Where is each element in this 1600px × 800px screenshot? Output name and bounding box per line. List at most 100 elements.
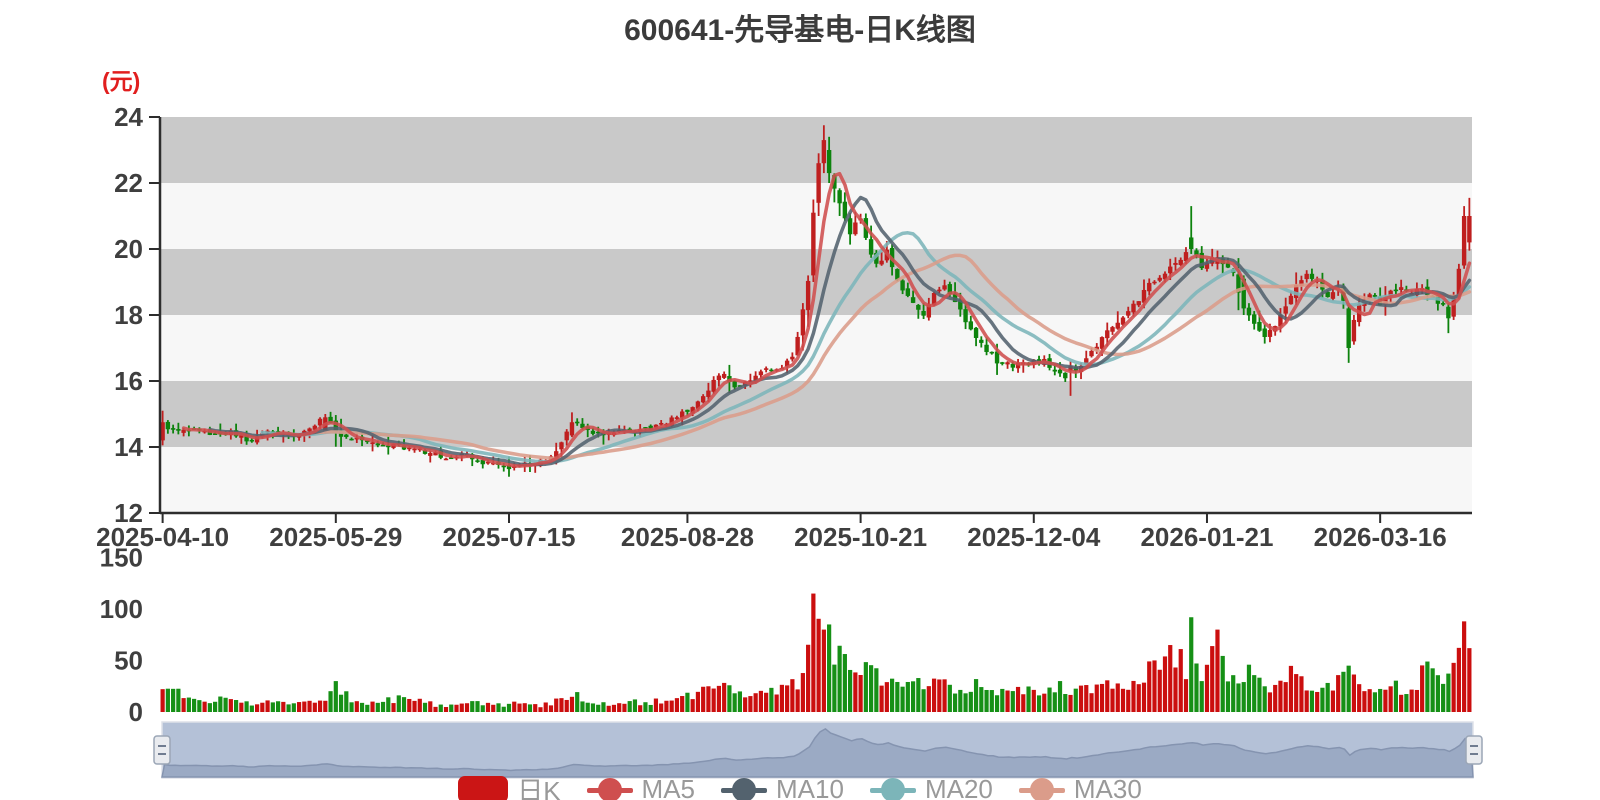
candle-body[interactable] (407, 447, 412, 450)
candle-body[interactable] (475, 460, 480, 462)
volume-bar[interactable] (223, 697, 228, 712)
volume-bar[interactable] (764, 692, 769, 712)
legend-item-kline[interactable]: 日K (458, 771, 561, 800)
volume-bar[interactable] (947, 684, 952, 712)
candle-body[interactable] (375, 443, 380, 446)
candle-body[interactable] (506, 465, 512, 470)
volume-bar[interactable] (1425, 661, 1430, 712)
candle-body[interactable] (433, 452, 438, 456)
volume-bar[interactable] (973, 679, 979, 712)
volume-bar[interactable] (601, 702, 606, 712)
volume-bar[interactable] (475, 701, 480, 712)
volume-bar[interactable] (1346, 665, 1351, 712)
volume-bar[interactable] (832, 664, 837, 712)
candle-body[interactable] (1057, 369, 1063, 374)
candle-body[interactable] (973, 327, 979, 338)
volume-bar[interactable] (779, 684, 784, 712)
candle-body[interactable] (989, 351, 995, 354)
candle-body[interactable] (1299, 280, 1304, 286)
volume-bar[interactable] (1036, 695, 1042, 712)
candle-body[interactable] (784, 360, 790, 367)
candle-body[interactable] (569, 422, 575, 436)
volume-bar[interactable] (317, 700, 323, 712)
candle-body[interactable] (165, 421, 171, 430)
candle-body[interactable] (753, 375, 758, 382)
volume-bar[interactable] (1294, 674, 1299, 712)
volume-bar[interactable] (748, 696, 753, 712)
volume-bar[interactable] (281, 701, 286, 712)
candle-body[interactable] (790, 356, 795, 360)
volume-bar[interactable] (365, 704, 370, 712)
candle-body[interactable] (312, 425, 318, 430)
candle-body[interactable] (443, 458, 449, 461)
volume-bar[interactable] (916, 678, 921, 712)
candle-body[interactable] (1246, 307, 1252, 316)
volume-bar[interactable] (889, 678, 895, 712)
volume-bar[interactable] (869, 665, 874, 712)
volume-bar[interactable] (706, 686, 711, 712)
candle-body[interactable] (1446, 306, 1451, 319)
candle-body[interactable] (716, 375, 722, 381)
candle-body[interactable] (1178, 259, 1183, 265)
candle-body[interactable] (412, 448, 417, 451)
volume-bar[interactable] (921, 689, 926, 712)
volume-bar[interactable] (1068, 694, 1073, 712)
candle-body[interactable] (916, 304, 921, 310)
candle-body[interactable] (1168, 266, 1173, 274)
volume-bar[interactable] (674, 698, 680, 712)
candle-body[interactable] (968, 321, 974, 330)
candle-body[interactable] (700, 396, 706, 403)
candle-body[interactable] (1383, 296, 1388, 305)
candle-body[interactable] (1173, 262, 1178, 265)
candle-body[interactable] (554, 451, 559, 458)
volume-bar[interactable] (538, 707, 543, 712)
volume-bar[interactable] (501, 706, 506, 712)
candle-body[interactable] (994, 351, 1000, 364)
datazoom-handle-right[interactable] (1465, 735, 1483, 765)
volume-bar[interactable] (291, 703, 296, 712)
volume-bar[interactable] (275, 701, 281, 712)
candle-body[interactable] (853, 222, 858, 235)
volume-bar[interactable] (1210, 646, 1215, 712)
volume-bar[interactable] (559, 698, 564, 712)
volume-bar[interactable] (1047, 687, 1052, 712)
legend-item-ma20[interactable]: MA20 (869, 774, 993, 800)
volume-bar[interactable] (1084, 685, 1089, 712)
volume-bar[interactable] (1420, 665, 1425, 712)
candle-body[interactable] (1309, 273, 1315, 279)
volume-bar[interactable] (543, 702, 548, 712)
candle-body[interactable] (559, 442, 564, 450)
candle-body[interactable] (937, 289, 942, 292)
volume-bar[interactable] (837, 645, 842, 712)
volume-bar[interactable] (1257, 677, 1262, 712)
candle-body[interactable] (1000, 362, 1005, 364)
candle-body[interactable] (1456, 268, 1462, 296)
candle-body[interactable] (1052, 369, 1057, 372)
candle-body[interactable] (249, 439, 255, 442)
datazoom-navigator[interactable] (153, 721, 1483, 779)
candle-body[interactable] (328, 416, 333, 423)
volume-bar[interactable] (1330, 690, 1336, 712)
volume-bar[interactable] (296, 702, 302, 712)
volume-bar[interactable] (1283, 682, 1288, 712)
volume-bar[interactable] (485, 702, 491, 712)
volume-bar[interactable] (664, 700, 669, 712)
volume-bar[interactable] (1220, 655, 1225, 712)
volume-bar[interactable] (1246, 664, 1252, 712)
volume-bar[interactable] (1147, 661, 1152, 712)
volume-bar[interactable] (575, 692, 580, 712)
volume-bar[interactable] (580, 701, 585, 712)
volume-bar[interactable] (659, 703, 664, 712)
volume-bar[interactable] (1057, 681, 1063, 712)
candle-body[interactable] (837, 190, 842, 204)
volume-bar[interactable] (233, 700, 239, 712)
volume-bar[interactable] (1451, 662, 1456, 712)
candle-body[interactable] (685, 409, 690, 412)
volume-bar[interactable] (1341, 671, 1346, 712)
candle-body[interactable] (370, 442, 375, 445)
candle-body[interactable] (170, 428, 176, 430)
candle-body[interactable] (1183, 252, 1189, 262)
candle-body[interactable] (1115, 322, 1120, 329)
volume-bar[interactable] (622, 703, 627, 712)
volume-bar[interactable] (449, 704, 454, 712)
